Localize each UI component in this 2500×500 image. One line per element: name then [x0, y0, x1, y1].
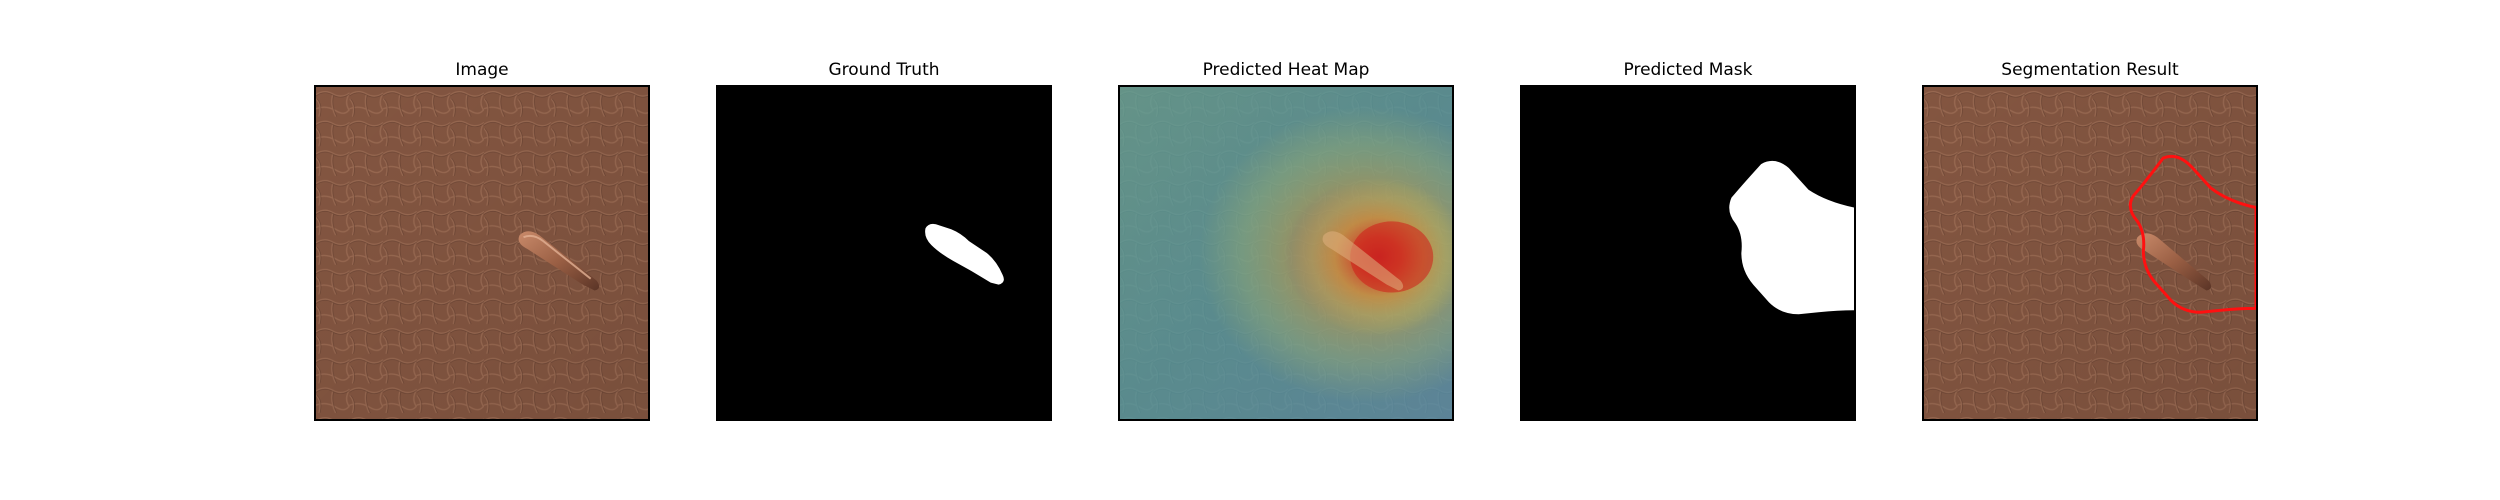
segmentation-result-panel — [1922, 85, 2258, 421]
image-panel — [314, 85, 650, 421]
panel-title-image: Image — [455, 60, 509, 80]
defect-mark — [518, 231, 600, 291]
heat-map — [1120, 87, 1452, 419]
segmentation-contour — [2128, 154, 2256, 314]
panel-title-heat-map: Predicted Heat Map — [1202, 60, 1370, 80]
heat-map-panel — [1118, 85, 1454, 421]
segmentation-result — [1924, 87, 2256, 419]
predicted-mask — [1522, 87, 1854, 419]
panel-title-segmentation-result: Segmentation Result — [2001, 60, 2179, 80]
ground-truth-panel — [716, 85, 1052, 421]
panel-title-predicted-mask: Predicted Mask — [1623, 60, 1753, 80]
leather-image — [316, 87, 648, 419]
predicted-mask-panel — [1520, 85, 1856, 421]
panel-title-ground-truth: Ground Truth — [828, 60, 940, 80]
ground-truth-mask — [718, 87, 1050, 419]
